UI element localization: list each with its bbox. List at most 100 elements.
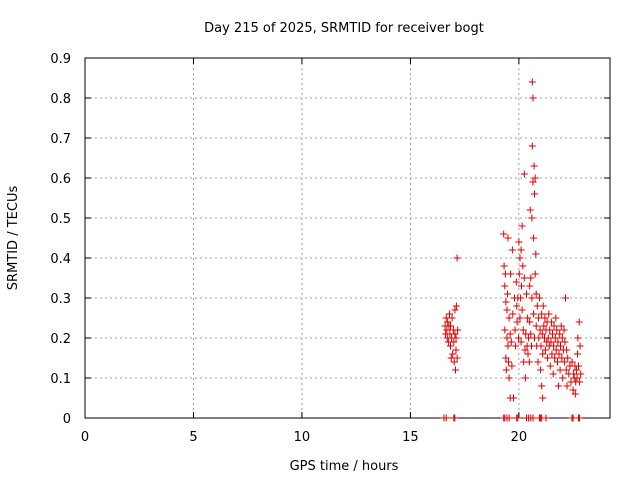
data-point bbox=[505, 314, 513, 322]
data-point bbox=[449, 350, 457, 358]
data-point bbox=[447, 322, 454, 330]
data-point bbox=[526, 206, 534, 214]
data-point bbox=[542, 414, 550, 422]
data-point bbox=[554, 358, 561, 366]
data-point bbox=[518, 222, 526, 230]
data-point bbox=[549, 330, 556, 338]
data-point bbox=[507, 338, 515, 346]
data-point bbox=[516, 314, 524, 322]
data-point bbox=[454, 326, 462, 334]
data-point bbox=[532, 322, 540, 330]
data-point bbox=[450, 358, 458, 366]
data-point bbox=[563, 346, 571, 354]
data-point bbox=[576, 378, 584, 386]
data-point bbox=[534, 314, 542, 322]
data-point bbox=[559, 374, 567, 382]
data-point bbox=[508, 246, 516, 254]
data-point bbox=[451, 306, 459, 314]
data-point bbox=[523, 290, 530, 298]
data-point bbox=[562, 294, 569, 302]
y-tick-label: 0 bbox=[63, 412, 71, 427]
data-point bbox=[524, 350, 532, 358]
data-point bbox=[562, 366, 570, 374]
data-point bbox=[554, 382, 562, 390]
data-points bbox=[440, 78, 585, 422]
data-point bbox=[503, 334, 511, 342]
data-point bbox=[531, 174, 539, 182]
data-point bbox=[536, 326, 544, 334]
data-point bbox=[547, 338, 555, 346]
data-point bbox=[516, 254, 524, 262]
data-point bbox=[505, 414, 513, 422]
y-tick-label: 0.7 bbox=[50, 132, 71, 147]
data-point bbox=[571, 390, 579, 398]
data-point bbox=[519, 326, 527, 334]
data-point bbox=[512, 278, 520, 286]
data-point bbox=[536, 294, 543, 302]
data-point bbox=[515, 334, 522, 342]
data-point bbox=[517, 294, 525, 302]
data-point bbox=[508, 362, 516, 370]
data-point bbox=[575, 318, 583, 326]
y-tick-label: 0.9 bbox=[50, 52, 71, 67]
data-point bbox=[560, 358, 568, 366]
data-point bbox=[521, 346, 529, 354]
data-point bbox=[558, 334, 566, 342]
data-point bbox=[558, 354, 566, 362]
data-point bbox=[540, 322, 548, 330]
plot-frame bbox=[84, 57, 611, 419]
data-point bbox=[569, 386, 577, 394]
data-point bbox=[526, 282, 534, 290]
data-point bbox=[534, 358, 542, 366]
y-tick-label: 0.5 bbox=[50, 212, 71, 227]
data-point bbox=[517, 246, 525, 254]
y-tick-labels: 0 0.1 0.2 0.3 0.4 0.5 0.6 0.7 0.8 0.9 bbox=[50, 52, 71, 427]
y-tick-label: 0.1 bbox=[50, 372, 71, 387]
data-point bbox=[552, 346, 560, 354]
data-point bbox=[527, 274, 535, 282]
data-point bbox=[533, 302, 541, 310]
data-point bbox=[546, 326, 554, 334]
data-point bbox=[513, 302, 521, 310]
data-point bbox=[548, 350, 556, 358]
y-tick-label: 0.3 bbox=[50, 292, 71, 307]
data-point bbox=[520, 170, 528, 178]
data-point bbox=[512, 342, 520, 350]
data-point bbox=[529, 94, 537, 102]
x-axis-label: GPS time / hours bbox=[290, 459, 399, 474]
data-point bbox=[530, 310, 538, 318]
data-point bbox=[552, 314, 560, 322]
y-axis-label: SRMTID / TECUs bbox=[6, 186, 21, 291]
data-point bbox=[442, 314, 450, 322]
data-point bbox=[451, 414, 459, 422]
data-point bbox=[557, 342, 564, 350]
data-point bbox=[551, 354, 559, 362]
data-point bbox=[539, 302, 547, 310]
data-point bbox=[560, 326, 568, 334]
data-point bbox=[538, 382, 546, 390]
data-point bbox=[568, 358, 576, 366]
data-point bbox=[561, 338, 569, 346]
data-point bbox=[519, 262, 527, 270]
data-point bbox=[553, 326, 561, 334]
data-point bbox=[547, 318, 555, 326]
data-point bbox=[502, 354, 510, 362]
data-point bbox=[531, 190, 538, 198]
data-point bbox=[518, 282, 525, 290]
data-point bbox=[447, 342, 454, 350]
data-point bbox=[550, 342, 558, 350]
data-point bbox=[544, 354, 551, 362]
data-point bbox=[452, 346, 460, 354]
data-point bbox=[528, 214, 536, 222]
data-point bbox=[451, 330, 459, 338]
data-point bbox=[549, 370, 557, 378]
data-point bbox=[577, 370, 585, 378]
data-point bbox=[555, 350, 563, 358]
data-point bbox=[532, 250, 540, 258]
x-tick-label: 20 bbox=[511, 430, 528, 445]
data-point bbox=[529, 414, 537, 422]
data-point bbox=[504, 342, 512, 350]
data-point bbox=[448, 314, 456, 322]
data-point bbox=[503, 306, 511, 314]
data-point bbox=[507, 270, 515, 278]
